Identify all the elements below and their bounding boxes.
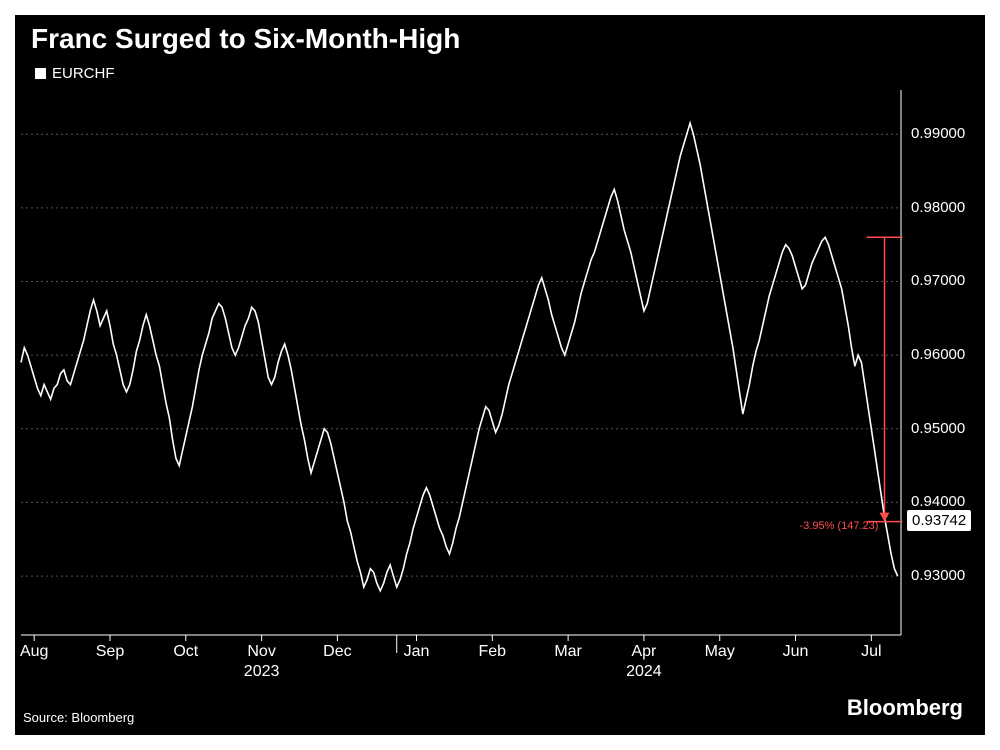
legend-label: EURCHF — [52, 65, 115, 82]
x-tick-label: Aug — [20, 643, 48, 661]
y-tick-label: 0.96000 — [911, 346, 965, 363]
x-tick-label: Feb — [479, 643, 507, 661]
legend-swatch — [35, 68, 46, 79]
plot-area — [21, 90, 901, 635]
x-tick-label: Jun — [783, 643, 809, 661]
y-tick-label: 0.94000 — [911, 493, 965, 510]
y-tick-label: 0.98000 — [911, 199, 965, 216]
x-tick-label: Apr — [631, 643, 656, 661]
y-tick-label: 0.99000 — [911, 125, 965, 142]
chart-legend: EURCHF — [35, 65, 115, 82]
x-tick-label: Jan — [404, 643, 430, 661]
y-tick-label: 0.93000 — [911, 567, 965, 584]
chart-container: Franc Surged to Six-Month-High EURCHF 0.… — [15, 15, 985, 735]
y-tick-label: 0.97000 — [911, 272, 965, 289]
x-tick-label: Oct — [173, 643, 198, 661]
outer-frame: Franc Surged to Six-Month-High EURCHF 0.… — [10, 10, 990, 740]
brand-logo: Bloomberg — [847, 695, 963, 721]
x-tick-label: Dec — [323, 643, 351, 661]
source-label: Source: Bloomberg — [23, 710, 134, 725]
chart-title: Franc Surged to Six-Month-High — [31, 23, 460, 55]
y-tick-label: 0.95000 — [911, 420, 965, 437]
x-year-label: 2024 — [626, 663, 662, 681]
x-tick-label: Nov — [247, 643, 275, 661]
current-value-box: 0.93742 — [907, 510, 971, 531]
drop-annotation: -3.95% (147.23) — [800, 520, 879, 532]
x-tick-label: Jul — [861, 643, 881, 661]
x-year-label: 2023 — [244, 663, 280, 681]
x-tick-label: May — [705, 643, 735, 661]
x-tick-label: Mar — [554, 643, 582, 661]
x-tick-label: Sep — [96, 643, 124, 661]
